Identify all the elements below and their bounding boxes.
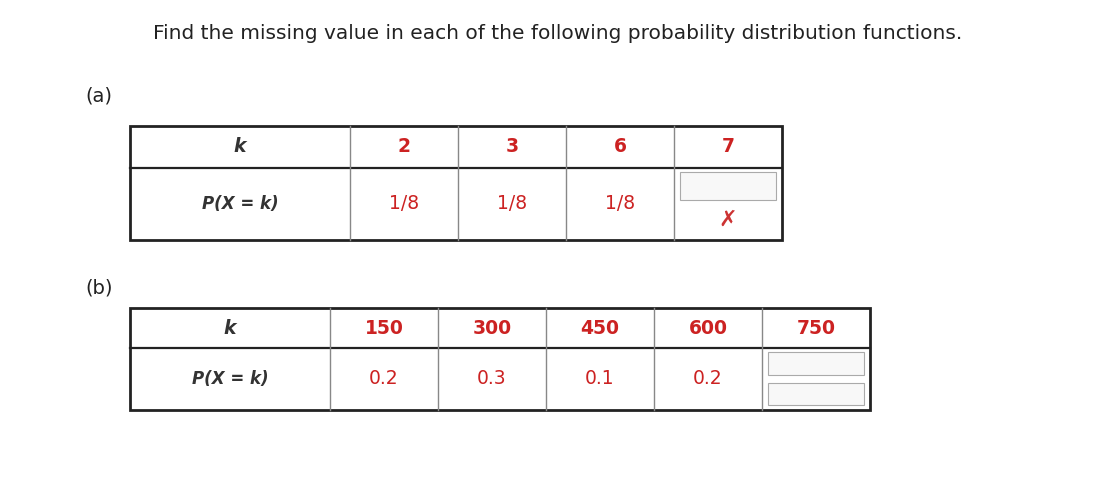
Text: (a): (a)	[85, 86, 112, 106]
Text: 1/8: 1/8	[605, 194, 635, 213]
Bar	[769, 383, 864, 405]
Text: 300: 300	[472, 318, 511, 337]
Text: ✗: ✗	[719, 210, 738, 230]
Bar	[681, 172, 776, 200]
Bar	[129, 126, 782, 240]
Text: P(X = k): P(X = k)	[192, 370, 268, 388]
Text: 0.3: 0.3	[478, 370, 507, 388]
Text: 7: 7	[722, 137, 734, 157]
Bar	[129, 308, 870, 410]
Text: k: k	[233, 137, 247, 157]
Text: 150: 150	[365, 318, 404, 337]
Text: 6: 6	[614, 137, 626, 157]
Text: 0.1: 0.1	[585, 370, 615, 388]
Text: k: k	[223, 318, 237, 337]
Text: 1/8: 1/8	[389, 194, 420, 213]
Text: Find the missing value in each of the following probability distribution functio: Find the missing value in each of the fo…	[153, 24, 963, 43]
Text: 3: 3	[506, 137, 519, 157]
Bar	[769, 352, 864, 375]
Text: 2: 2	[397, 137, 411, 157]
Text: P(X = k): P(X = k)	[202, 195, 278, 213]
Text: 1/8: 1/8	[497, 194, 527, 213]
Text: 0.2: 0.2	[369, 370, 398, 388]
Text: (b): (b)	[85, 278, 113, 298]
Text: 450: 450	[580, 318, 619, 337]
Text: 0.2: 0.2	[693, 370, 723, 388]
Text: 750: 750	[797, 318, 836, 337]
Text: 600: 600	[689, 318, 728, 337]
